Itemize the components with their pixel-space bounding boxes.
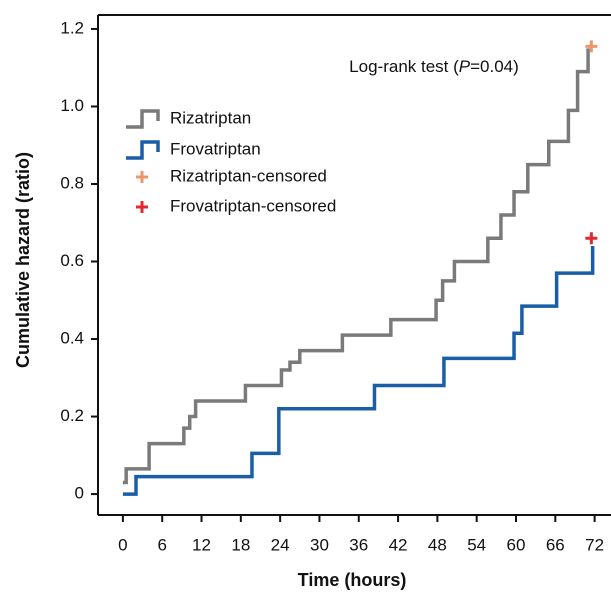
y-axis-title: Cumulative hazard (ratio)	[13, 152, 33, 368]
annotation: Log-rank test (P=0.04)	[349, 57, 519, 76]
x-tick-label: 72	[585, 535, 604, 554]
legend-marker	[126, 109, 160, 129]
y-tick-label: 0.4	[60, 329, 84, 348]
x-tick-label: 54	[467, 535, 486, 554]
x-tick-label: 0	[118, 535, 127, 554]
x-tick-label: 30	[310, 535, 329, 554]
censor-marker	[585, 40, 598, 53]
legend-label: Rizatriptan	[170, 108, 251, 127]
x-tick-label: 12	[192, 535, 211, 554]
series-line	[122, 246, 595, 496]
y-tick-label: 1.0	[60, 96, 84, 115]
y-tick-label: 0.8	[60, 173, 84, 192]
x-tick-label: 48	[428, 535, 447, 554]
legend-label: Rizatriptan-censored	[170, 166, 327, 185]
x-axis-title: Time (hours)	[298, 570, 407, 590]
legend-marker	[136, 201, 148, 213]
y-tick-label: 0.6	[60, 251, 84, 270]
x-tick-label: 66	[546, 535, 565, 554]
censor-marker	[585, 232, 598, 245]
legend-label: Frovatriptan-censored	[170, 196, 336, 215]
x-tick-label: 18	[231, 535, 250, 554]
legend-marker	[126, 140, 160, 160]
x-tick-label: 6	[157, 535, 166, 554]
x-tick-label: 42	[389, 535, 408, 554]
legend-marker	[136, 171, 148, 183]
legend-label: Frovatriptan	[170, 139, 261, 158]
x-tick-label: 24	[271, 535, 290, 554]
x-tick-label: 36	[349, 535, 368, 554]
series-line	[122, 48, 590, 485]
y-tick-label: 0.2	[60, 406, 84, 425]
x-tick-label: 60	[507, 535, 526, 554]
y-tick-label: 1.2	[60, 18, 84, 37]
y-tick-label: 0	[75, 484, 84, 503]
